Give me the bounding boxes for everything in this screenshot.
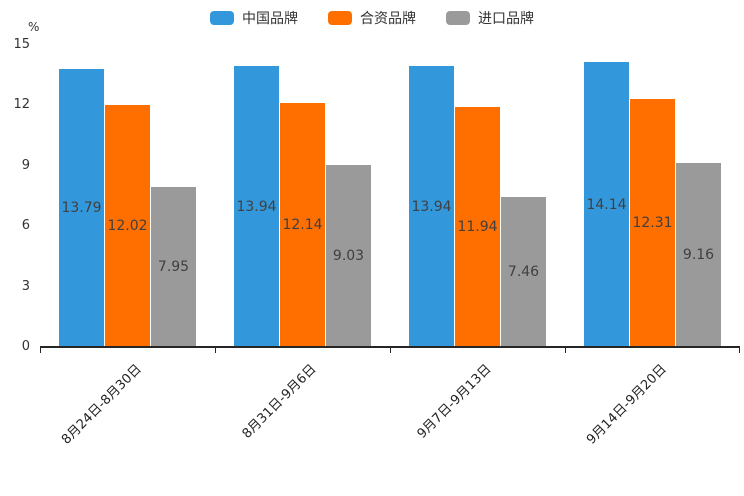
bar-group-3: 14.14 12.31 9.16 [565, 45, 740, 347]
bar-group-0: 13.79 12.02 7.95 [40, 45, 215, 347]
legend-item-1[interactable]: 合资品牌 [328, 8, 416, 28]
y-tick-label: 9 [21, 157, 30, 173]
legend-item-0[interactable]: 中国品牌 [210, 8, 298, 28]
legend-marker-icon [328, 11, 352, 25]
y-tick-label: 12 [13, 97, 30, 113]
bar-value-label: 13.94 [236, 198, 277, 215]
bar-value-label: 12.02 [107, 218, 148, 234]
bar-value-label: 12.14 [282, 216, 323, 233]
bar-value-label: 13.79 [61, 200, 102, 217]
y-tick-label: 15 [13, 37, 30, 52]
legend-label: 中国品牌 [242, 11, 298, 27]
x-category-label: 9月7日-9月13日 [414, 361, 495, 442]
bar-series-1-cat-2: 11.94 [455, 106, 500, 347]
bar-series-2-cat-1: 9.03 [326, 165, 371, 347]
x-axis-tick [565, 348, 566, 353]
bar-value-label: 11.94 [457, 218, 498, 235]
bar-value-label: 14.14 [586, 196, 627, 213]
bar-series-0-cat-1: 13.94 [234, 66, 279, 347]
bar-series-1-cat-3: 12.31 [630, 99, 675, 347]
y-tick-label: 3 [21, 278, 30, 294]
x-category-label: 8月31日-9月6日 [239, 361, 320, 442]
x-axis-line [40, 346, 740, 348]
legend-label: 进口品牌 [478, 11, 534, 27]
bar-series-0-cat-0: 13.79 [59, 69, 104, 347]
bar-series-0-cat-3: 14.14 [584, 62, 629, 347]
legend-marker-icon [446, 11, 470, 25]
bar-value-label: 13.94 [411, 198, 452, 215]
x-axis-tick [739, 348, 740, 353]
y-tick-label: 0 [21, 339, 30, 354]
x-axis-tick [215, 348, 216, 353]
y-tick-label: 6 [21, 218, 30, 234]
x-category-label: 9月14日-9月20日 [584, 361, 670, 448]
x-axis-tick [40, 348, 41, 353]
bar-series-1-cat-0: 12.02 [105, 105, 150, 347]
bar-series-0-cat-2: 13.94 [409, 66, 454, 347]
bar-value-label: 7.46 [507, 263, 540, 280]
bar-group-2: 13.94 11.94 7.46 [390, 45, 565, 347]
bar-series-2-cat-3: 9.16 [676, 162, 721, 347]
bar-series-2-cat-0: 7.95 [151, 186, 196, 347]
legend-item-2[interactable]: 进口品牌 [446, 8, 534, 28]
legend-label: 合资品牌 [360, 11, 416, 27]
bar-group-1: 13.94 12.14 9.03 [215, 45, 390, 347]
bar-value-label: 12.31 [632, 215, 673, 232]
bar-series-1-cat-1: 12.14 [280, 102, 325, 347]
bar-series-2-cat-2: 7.46 [501, 196, 546, 347]
chart-legend: 中国品牌 合资品牌 进口品牌 [0, 8, 744, 28]
x-category-label: 8月24日-8月30日 [59, 361, 145, 448]
bar-value-label: 7.95 [157, 258, 190, 275]
x-axis-tick [390, 348, 391, 353]
bar-value-label: 9.03 [332, 248, 365, 265]
bar-value-label: 9.16 [682, 246, 715, 263]
plot-area: 13.79 12.02 7.95 13.94 12.14 9.03 13.94 11.94 7.… [40, 45, 740, 347]
y-axis-unit-label: % [28, 20, 40, 34]
legend-marker-icon [210, 11, 234, 25]
